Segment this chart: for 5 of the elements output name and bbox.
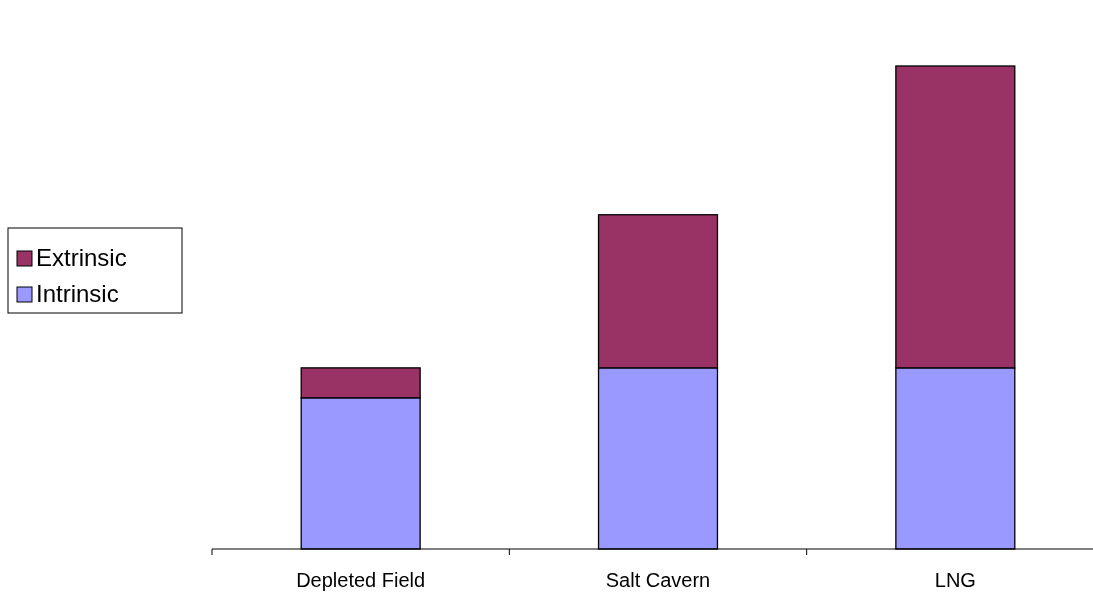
legend-label: Extrinsic xyxy=(36,244,127,271)
x-tick-label: LNG xyxy=(934,569,976,591)
legend-label: Intrinsic xyxy=(36,280,119,307)
x-tick-label: Depleted Field xyxy=(296,569,426,591)
x-tick-label: Salt Cavern xyxy=(605,569,711,591)
